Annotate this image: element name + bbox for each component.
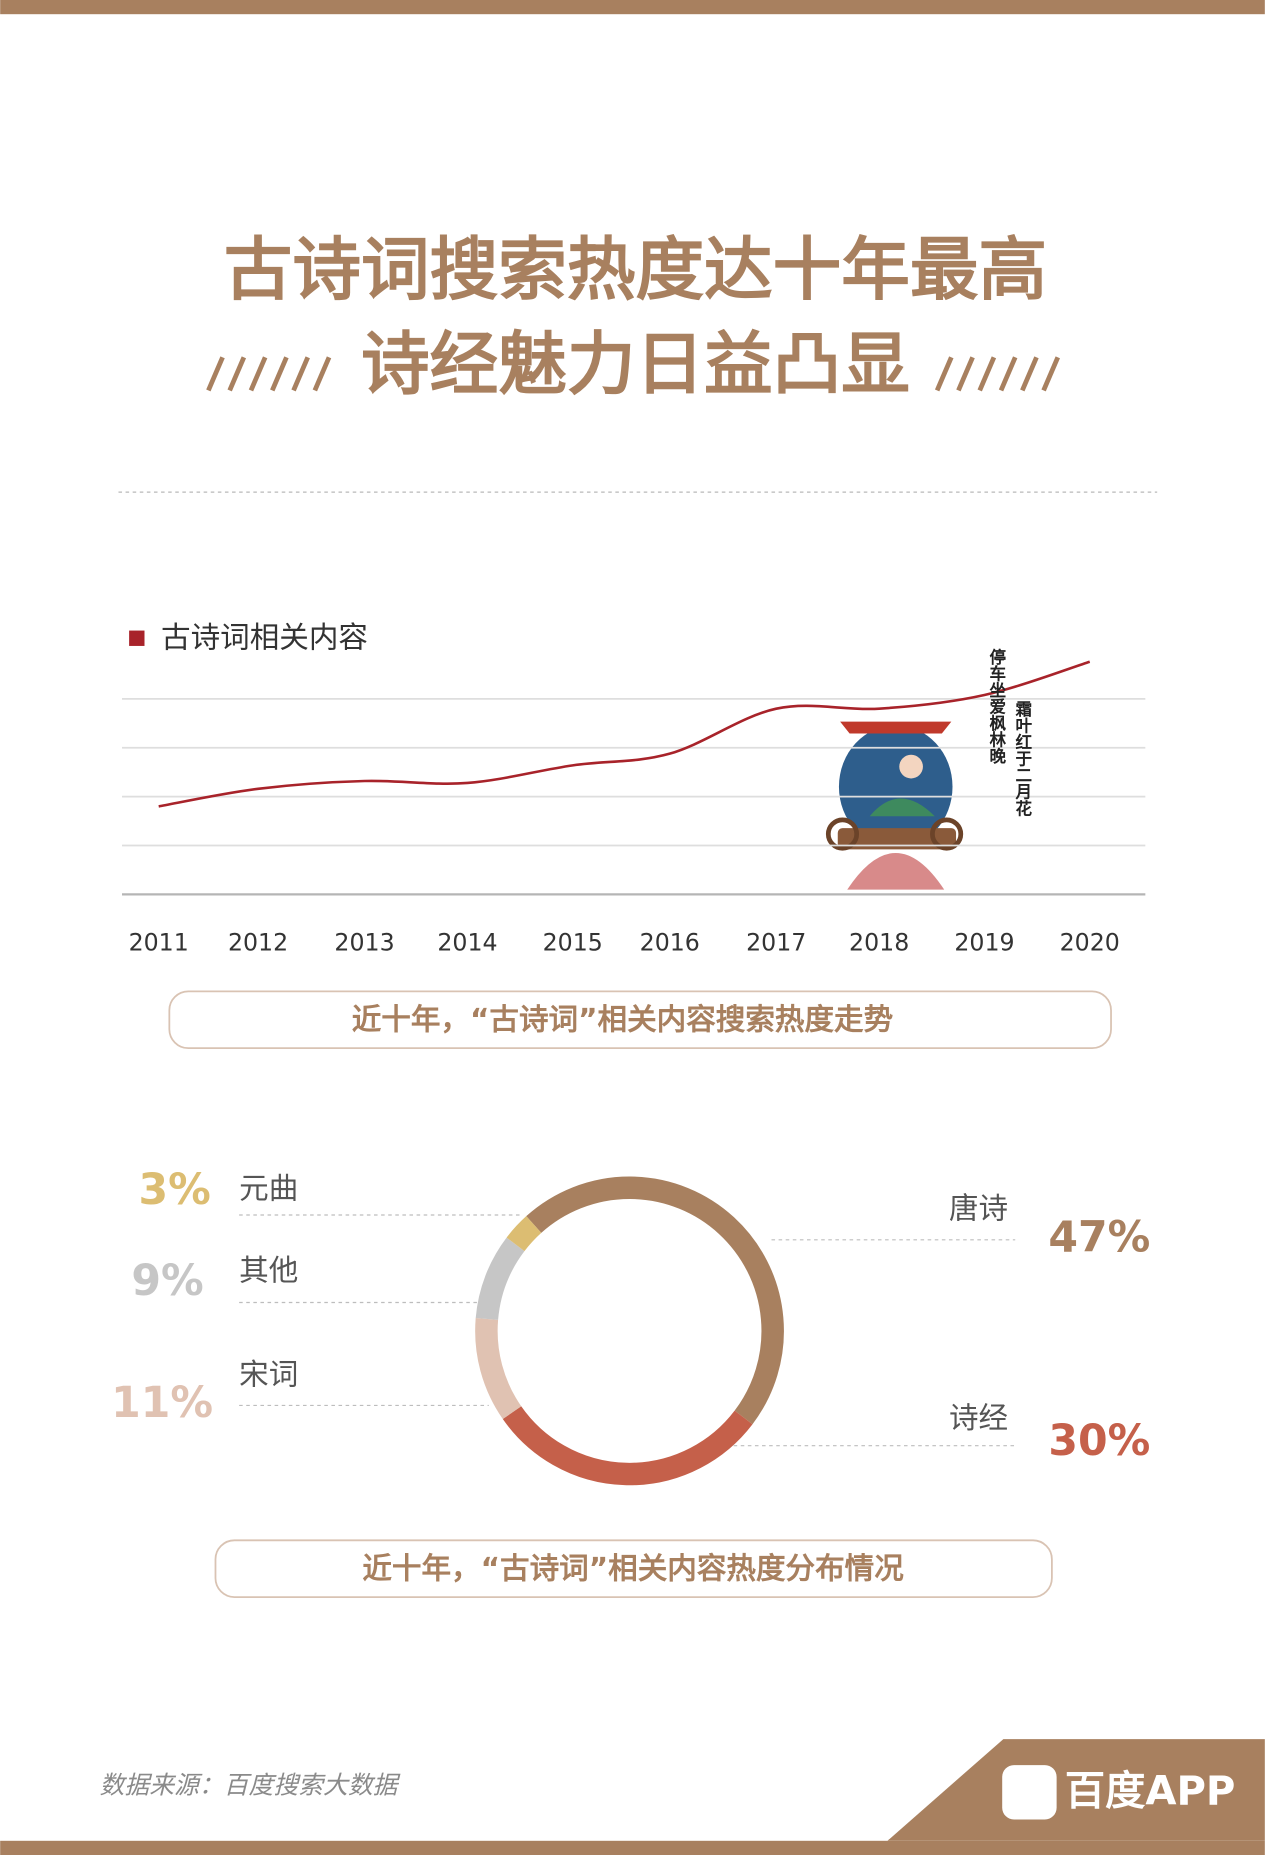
brand-icon: [1002, 1765, 1057, 1820]
category-label: 宋词: [239, 1357, 298, 1391]
x-tick-label: 2012: [228, 929, 288, 957]
x-tick-label: 2013: [334, 929, 394, 957]
x-tick-label: 2011: [129, 929, 189, 957]
donut-segment: [506, 1216, 542, 1252]
x-tick-label: 2019: [954, 929, 1014, 957]
x-tick-label: 2015: [543, 929, 603, 957]
poem-annotation: 停车坐爱枫林晚: [987, 647, 1006, 765]
chart-caption: 近十年，“古诗词”相关内容热度分布情况: [362, 1551, 904, 1585]
donut-segment: [475, 1318, 522, 1420]
value-label: 3%: [138, 1165, 210, 1215]
legend-label: 古诗词相关内容: [161, 620, 368, 654]
donut-segment: [475, 1237, 525, 1321]
x-tick-label: 2020: [1060, 929, 1120, 957]
x-tick-label: 2018: [849, 929, 909, 957]
brand-name: 百度APP: [1065, 1768, 1236, 1814]
source-note: 数据来源：百度搜索大数据: [100, 1770, 401, 1799]
illustration: [825, 721, 964, 890]
series-line: [158, 660, 1091, 808]
category-label: 元曲: [239, 1172, 298, 1206]
x-tick-label: 2016: [640, 929, 700, 957]
donut-segment: [502, 1406, 753, 1486]
value-label: 9%: [131, 1256, 203, 1306]
brand-banner: [887, 1739, 1265, 1841]
category-label: 诗经: [949, 1401, 1008, 1435]
chart-caption: 近十年，“古诗词”相关内容搜索热度走势: [352, 1002, 893, 1036]
caption-box: [168, 990, 1112, 1050]
decor-slashes: [206, 356, 1060, 392]
poem-annotation: 霜叶红于二月花: [1013, 700, 1033, 816]
x-tick-label: 2014: [437, 929, 497, 957]
top-bar: [0, 0, 1265, 15]
bottom-bar: [0, 1840, 1265, 1855]
legend-swatch: [129, 630, 145, 646]
value-label: 11%: [111, 1378, 213, 1428]
category-label: 其他: [239, 1253, 298, 1287]
donut-segment: [526, 1176, 784, 1425]
x-tick-label: 2017: [746, 929, 806, 957]
caption-box: [214, 1539, 1053, 1598]
category-label: 唐诗: [949, 1192, 1008, 1226]
value-label: 30%: [1048, 1416, 1150, 1466]
title-line: 诗经魅力日益凸显: [361, 325, 910, 405]
title-line: 古诗词搜索热度达十年最高: [224, 230, 1047, 310]
value-label: 47%: [1048, 1212, 1150, 1262]
